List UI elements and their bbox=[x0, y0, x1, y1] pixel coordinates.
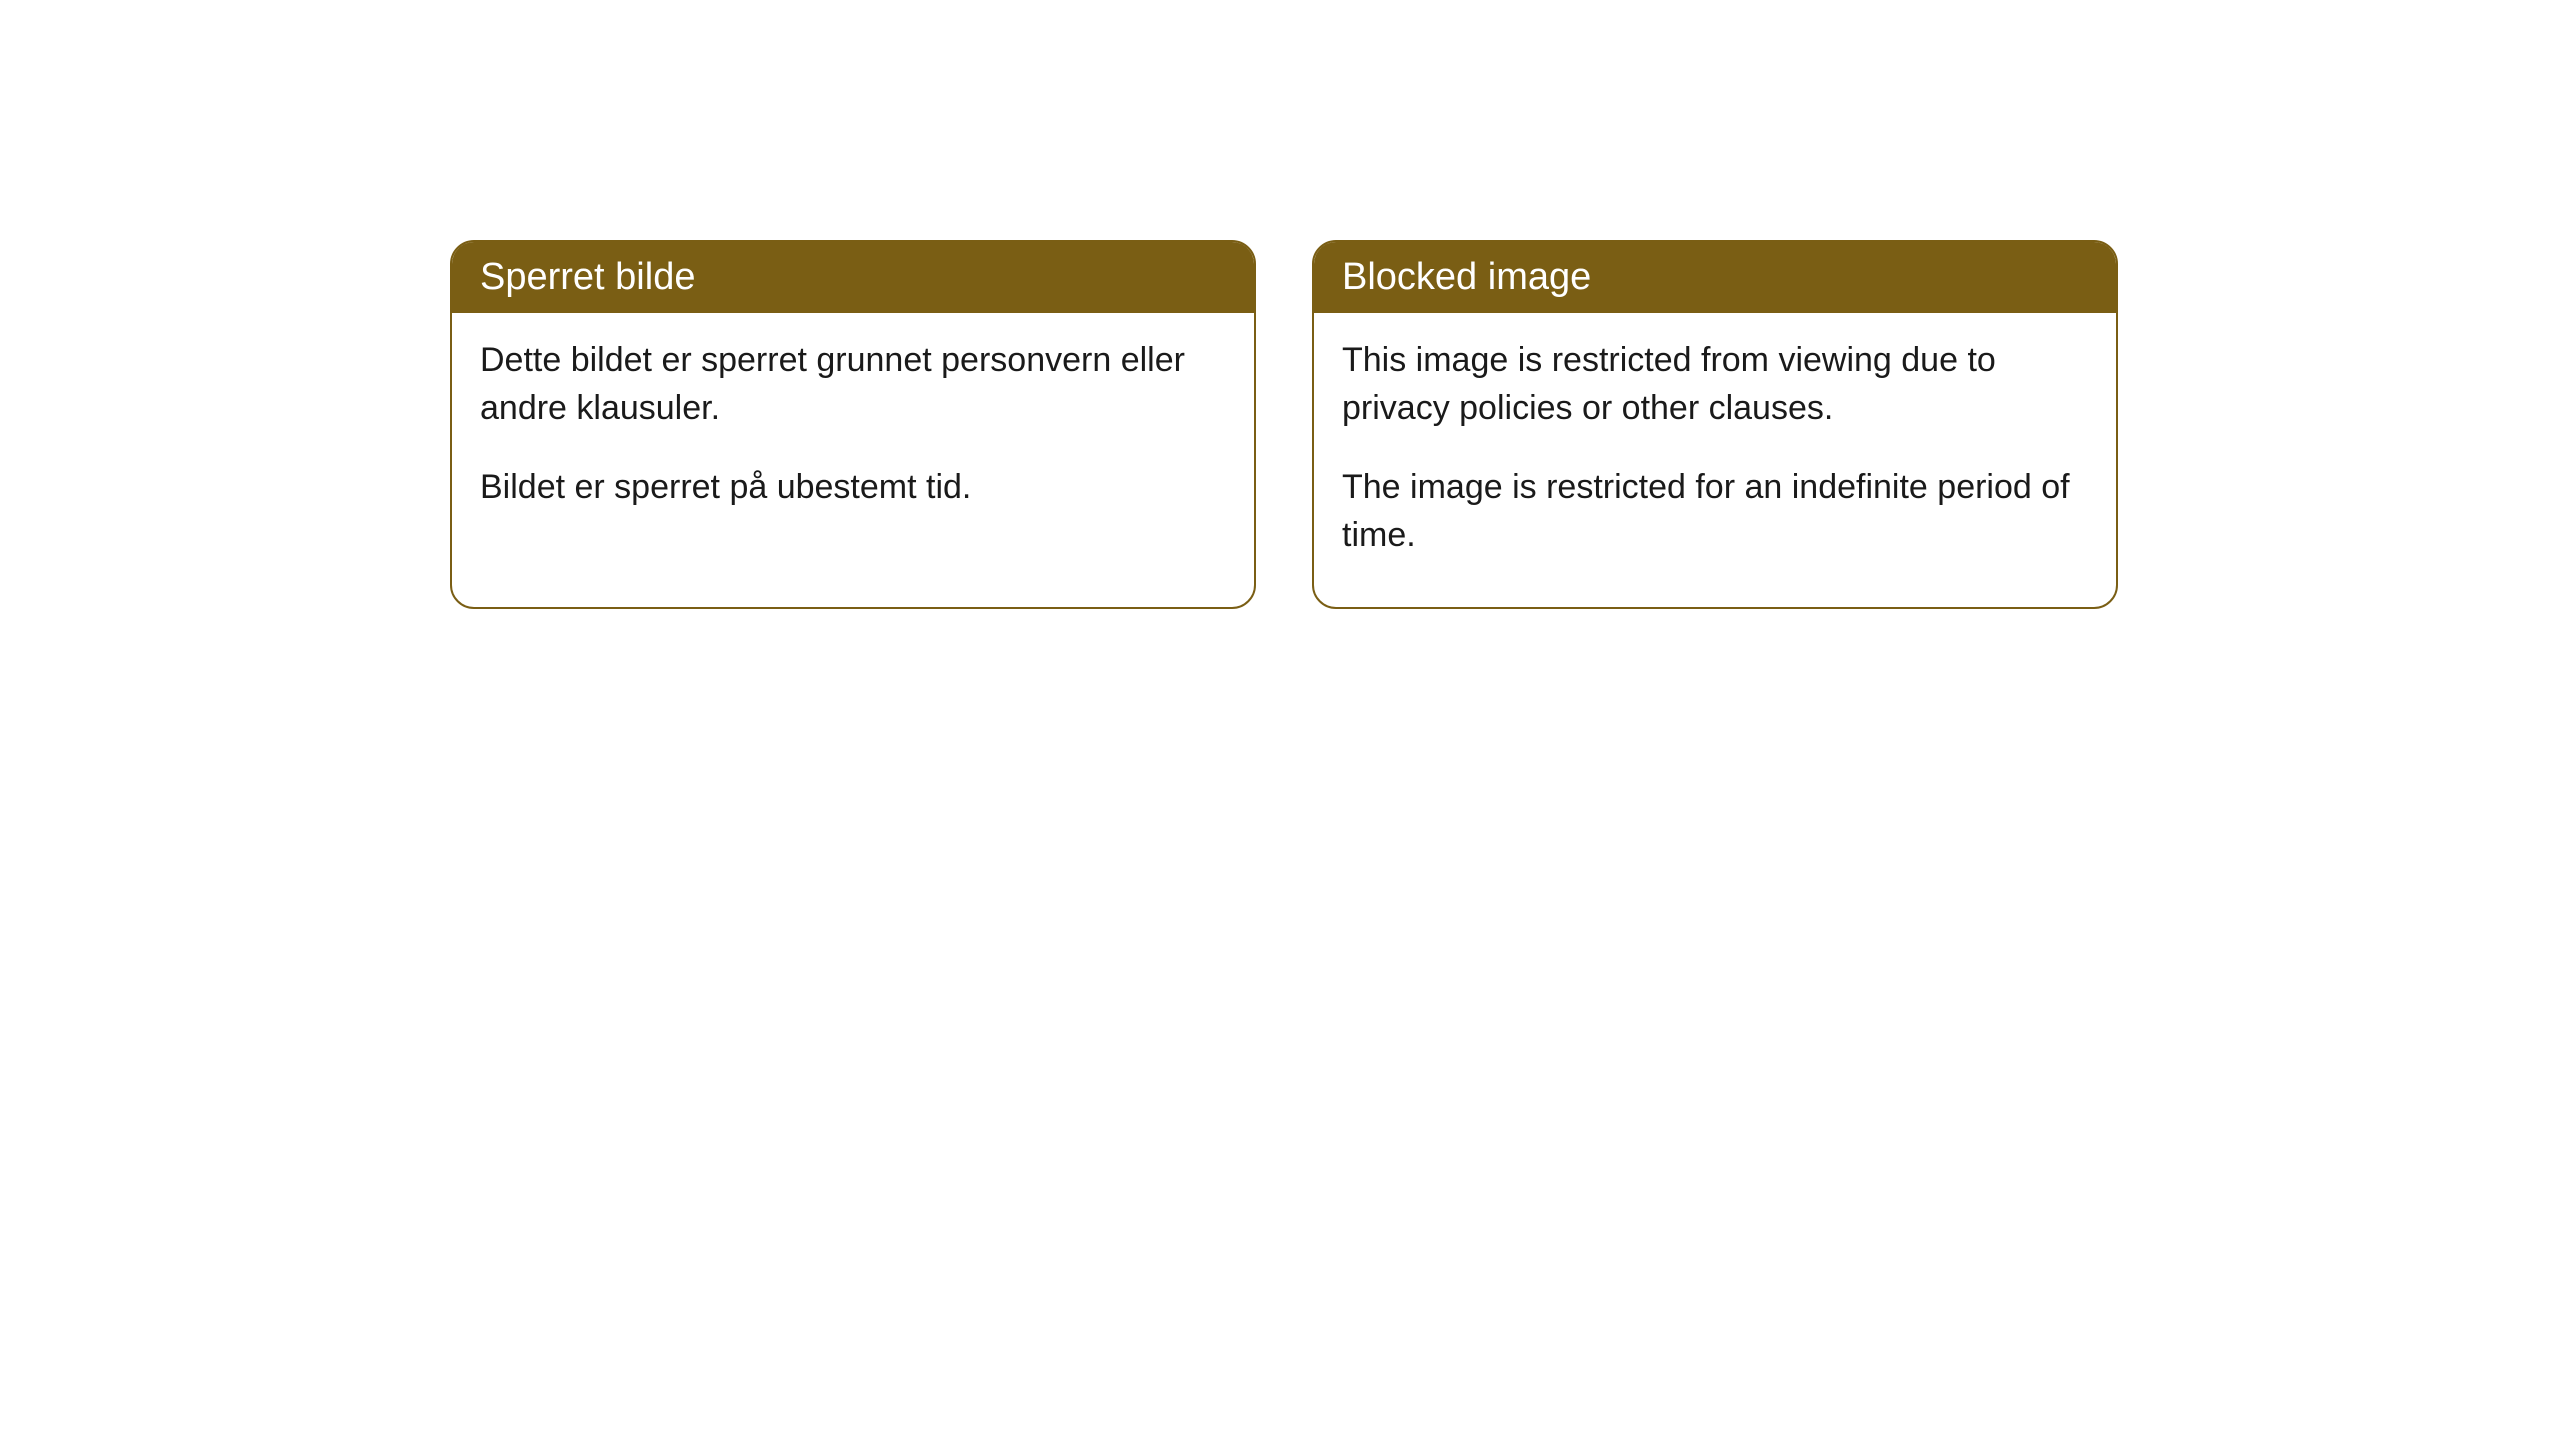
card-body-english: This image is restricted from viewing du… bbox=[1314, 313, 2116, 607]
notice-paragraph-2-english: The image is restricted for an indefinit… bbox=[1342, 464, 2088, 559]
notice-paragraph-1-norwegian: Dette bildet er sperret grunnet personve… bbox=[480, 337, 1226, 432]
card-body-norwegian: Dette bildet er sperret grunnet personve… bbox=[452, 313, 1254, 560]
notice-paragraph-1-english: This image is restricted from viewing du… bbox=[1342, 337, 2088, 432]
notice-paragraph-2-norwegian: Bildet er sperret på ubestemt tid. bbox=[480, 464, 1226, 512]
notice-cards-container: Sperret bilde Dette bildet er sperret gr… bbox=[0, 0, 2560, 609]
card-header-norwegian: Sperret bilde bbox=[452, 242, 1254, 313]
card-header-english: Blocked image bbox=[1314, 242, 2116, 313]
blocked-image-notice-norwegian: Sperret bilde Dette bildet er sperret gr… bbox=[450, 240, 1256, 609]
blocked-image-notice-english: Blocked image This image is restricted f… bbox=[1312, 240, 2118, 609]
